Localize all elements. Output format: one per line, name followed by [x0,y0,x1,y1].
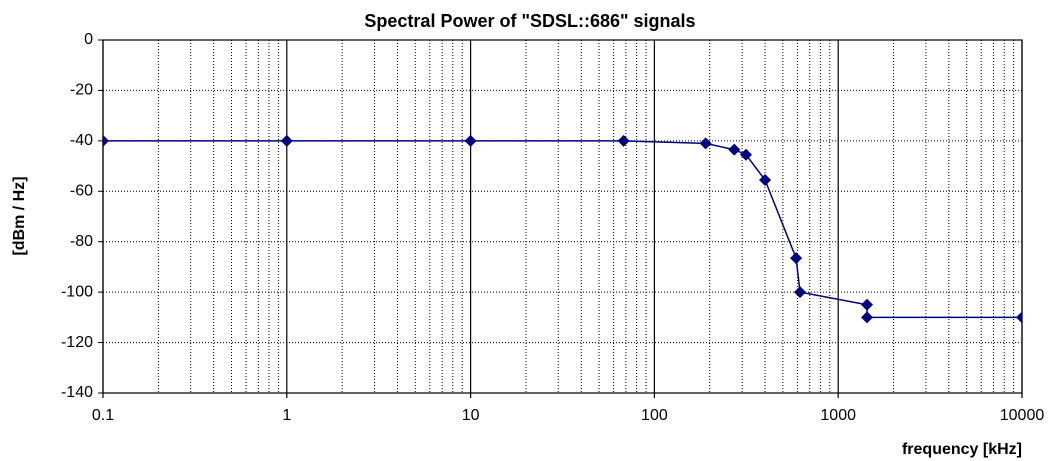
y-tick-label: -40 [70,132,93,149]
chart-title: Spectral Power of "SDSL::686" signals [364,11,695,31]
data-point [617,134,630,147]
x-tick-label: 10 [462,407,480,424]
plot-border [102,39,1023,394]
data-point [794,286,807,299]
y-axis-label: [dBm / Hz] [11,176,28,255]
y-tick-label: -140 [61,384,93,401]
data-point [699,137,712,150]
x-tick-label: 1000 [820,407,856,424]
data-point [464,134,477,147]
data-point [861,298,874,311]
x-tick-label: 100 [641,407,668,424]
data-point [861,311,874,324]
y-tick-label: -20 [70,82,93,99]
data-point [103,134,109,147]
data-point [280,134,293,147]
data-point [759,173,772,186]
y-tick-label: -80 [70,233,93,250]
data-point [739,148,752,161]
x-tick-label: 10000 [1000,407,1045,424]
y-tick-label: -60 [70,183,93,200]
y-tick-label: -100 [61,283,93,300]
data-point [1016,311,1022,324]
series-line [103,140,1022,319]
x-tick-label: 0.1 [92,407,114,424]
y-tick-label: -120 [61,334,93,351]
x-axis-label: frequency [kHz] [902,441,1022,458]
data-point [728,143,741,156]
y-tick-label: 0 [84,31,93,48]
data-point [790,252,803,265]
plot-area [103,134,1022,324]
x-tick-label: 1 [282,407,291,424]
